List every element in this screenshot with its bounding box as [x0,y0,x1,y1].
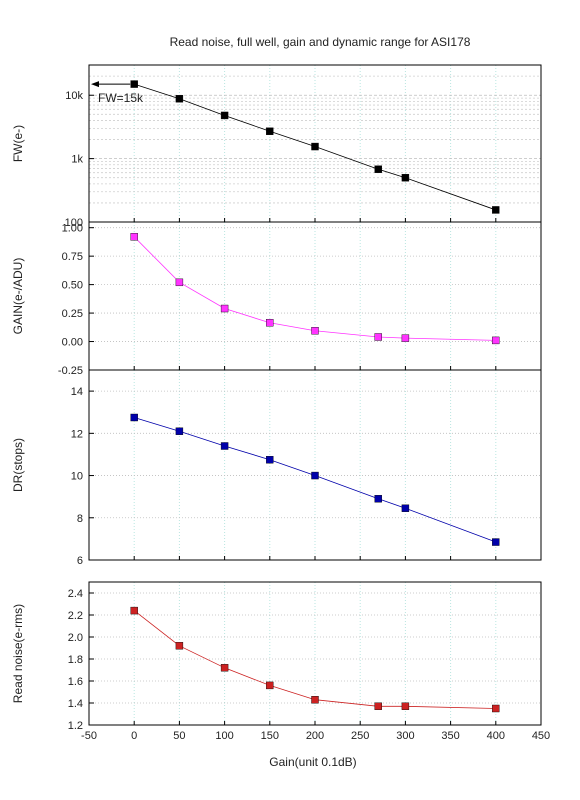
x-tick-label: 200 [306,730,324,742]
x-tick-label: 100 [215,730,233,742]
x-tick-label: 0 [131,730,137,742]
annotation-arrowhead [91,81,99,88]
x-tick-label: 300 [396,730,414,742]
data-point [175,642,184,650]
y-tick-label: 0.25 [62,308,83,320]
data-point [130,80,138,88]
data-point [401,334,410,342]
y-tick-label: 1.00 [62,223,83,235]
data-point [130,233,138,241]
y-tick-label: 12 [71,428,83,440]
y-tick-label: 0.75 [62,251,83,263]
series-line [133,236,496,341]
panel-1: 100 1k 10k FW(e-) FW=15k [11,64,542,229]
data-point [220,664,229,672]
data-point [266,456,274,464]
x-axis-label: Gain(unit 0.1dB) [269,755,356,769]
panel-4: 1.2 1.4 1.6 1.8 2.0 2.2 2.4 Read noise(e-rms) [11,581,542,732]
x-tick-label: 50 [173,730,185,742]
y-tick-label: 10k [65,90,83,102]
data-point [266,681,274,690]
data-point [492,538,500,546]
y-tick-label: 2.0 [68,632,83,644]
data-point [220,442,229,450]
data-point [130,606,138,615]
y-axis-label: FW(e-) [11,125,25,162]
panel-frame [88,369,542,561]
data-point [401,173,410,182]
data-point [220,304,229,313]
panel-3: 6 8 10 12 14 DR(stops) [11,369,542,567]
panel-frame [88,221,542,371]
series-line [134,83,496,211]
x-tick-label: 450 [532,730,550,742]
y-tick-label: 1k [71,154,83,166]
data-point [374,165,382,173]
data-point [492,206,500,214]
data-point [492,336,500,345]
chart-title: Read noise, full well, gain and dynamic … [170,35,471,49]
data-point [220,111,229,120]
annotation-label: FW=15k [98,91,144,105]
x-tick-label: 400 [487,730,505,742]
y-tick-label: 14 [71,386,83,398]
series-line [134,417,496,543]
y-tick-label: 8 [77,513,83,525]
data-point [175,278,184,287]
data-point [401,702,410,710]
x-tick-label: 350 [441,730,459,742]
series-line [133,610,496,709]
data-point [130,413,138,422]
data-point [374,702,382,710]
x-tick-label: -50 [81,730,97,742]
y-axis-label: GAIN(e-/ADU) [11,258,25,335]
data-point [266,127,274,135]
data-point [175,427,184,435]
data-point [401,504,410,512]
y-tick-label: -0.25 [58,365,83,377]
y-tick-label: 100 [65,217,83,229]
x-tick-label: 150 [261,730,279,742]
y-tick-label: 10 [71,471,83,483]
data-point [374,495,382,503]
data-point [492,704,500,713]
data-point [311,142,319,151]
x-tick-label: 250 [351,730,369,742]
data-point [311,327,319,335]
y-tick-label: 0.00 [62,337,83,349]
data-point [374,333,382,341]
data-point [311,471,319,480]
y-axis-label: Read noise(e-rms) [11,604,25,703]
y-tick-label: 1.4 [68,698,83,710]
data-point [266,319,274,327]
data-point [175,95,184,103]
panel-2: -0.25 0.00 0.25 0.50 0.75 1.00 GAIN(e-/ADU) [11,221,542,377]
y-tick-label: 0.50 [62,280,83,292]
data-point [311,696,319,704]
y-tick-label: 2.4 [68,588,83,600]
y-tick-label: 2.2 [68,610,83,622]
y-axis-label: DR(stops) [11,438,25,492]
y-tick-label: 6 [77,555,83,567]
y-tick-label: 1.6 [68,676,83,688]
y-tick-label: 1.8 [68,654,83,666]
y-tick-label: 1.2 [68,720,83,732]
